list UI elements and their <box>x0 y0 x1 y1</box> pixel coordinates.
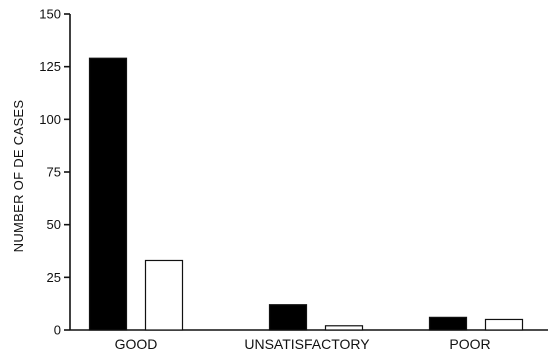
y-tick-label: 125 <box>39 59 61 74</box>
bar-unsatisfactory-series-2 <box>324 325 364 331</box>
y-tick-label: 50 <box>47 217 61 232</box>
bar-good-series-2 <box>144 259 184 331</box>
x-category-label-unsatisfactory: UNSATISFACTORY <box>244 336 370 352</box>
axes <box>69 14 548 331</box>
x-labels: GOOD UNSATISFACTORY POOR <box>115 336 491 352</box>
y-tick-label: 100 <box>39 112 61 127</box>
bar-poor-series-2 <box>484 318 524 331</box>
y-tick-label: 0 <box>54 323 61 338</box>
y-tick-label: 25 <box>47 270 61 285</box>
y-tick-label: 75 <box>47 165 61 180</box>
bar-unsatisfactory-series-1 <box>268 304 308 331</box>
y-axis-title-group: NUMBER OF DE CASES <box>11 100 26 253</box>
y-ticks: 0 25 50 75 100 125 150 <box>39 7 70 338</box>
y-axis-title: NUMBER OF DE CASES <box>11 100 26 253</box>
x-category-label-good: GOOD <box>115 336 158 352</box>
bar-good-series-1 <box>88 57 128 331</box>
bars <box>88 57 524 331</box>
bar-poor-series-1 <box>428 316 468 331</box>
x-category-label-poor: POOR <box>449 336 490 352</box>
y-tick-label: 150 <box>39 7 61 22</box>
